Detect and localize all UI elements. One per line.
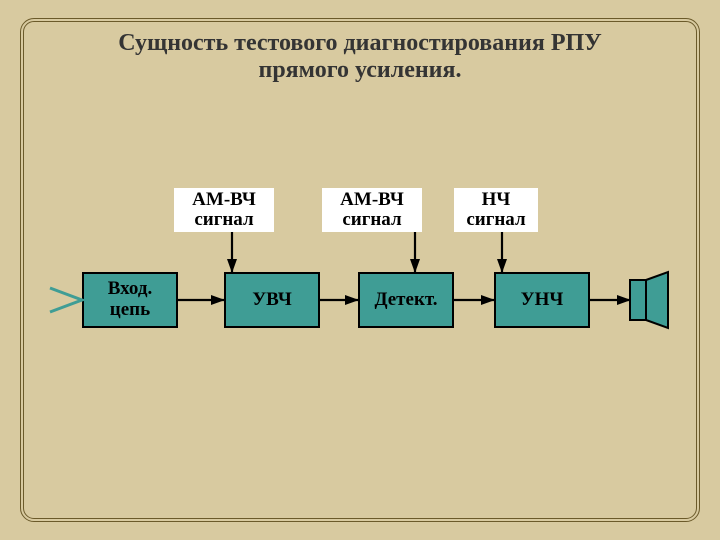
block-input: Вход.цепь [82, 272, 178, 328]
block-uvch: УВЧ [224, 272, 320, 328]
title-line2: прямого усиления. [259, 57, 462, 83]
signal-label-am1: АМ-ВЧсигнал [174, 188, 274, 232]
signal-label-am2: АМ-ВЧсигнал [322, 188, 422, 232]
signal-label-nch: НЧсигнал [454, 188, 538, 232]
outer-frame [20, 18, 700, 522]
slide: Сущность тестового диагностирования РПУ … [0, 0, 720, 540]
title-line1: Сущность тестового диагностирования РПУ [118, 30, 602, 56]
block-detect: Детект. [358, 272, 454, 328]
slide-title: Сущность тестового диагностирования РПУ … [60, 30, 660, 84]
block-unch: УНЧ [494, 272, 590, 328]
